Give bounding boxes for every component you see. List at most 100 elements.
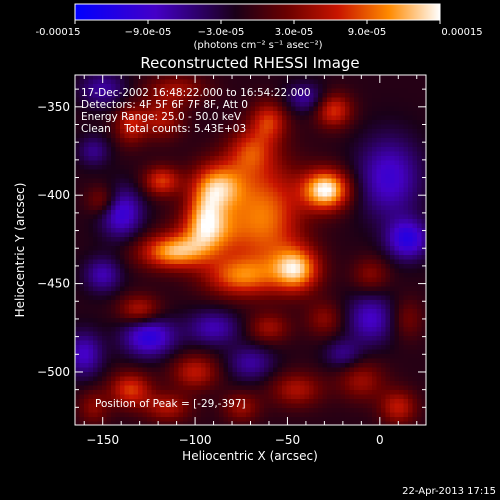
heatmap-cell — [111, 250, 116, 256]
heatmap-cell — [223, 345, 229, 350]
heatmap-cell — [421, 201, 426, 206]
heatmap-cell — [196, 214, 202, 220]
heatmap-cell — [358, 205, 364, 211]
heatmap-cell — [349, 313, 355, 319]
heatmap-cell — [156, 318, 161, 323]
heatmap-cell — [250, 192, 256, 197]
heatmap-cell — [115, 349, 121, 355]
heatmap-cell — [142, 327, 148, 332]
heatmap-cell — [313, 79, 319, 85]
heatmap-cell — [394, 345, 400, 350]
heatmap-cell — [255, 192, 260, 197]
heatmap-cell — [250, 331, 256, 337]
heatmap-cell — [138, 291, 143, 296]
heatmap-cell — [160, 304, 166, 310]
heatmap-cell — [187, 237, 193, 242]
heatmap-cell — [322, 192, 328, 197]
heatmap-cell — [147, 124, 152, 130]
heatmap-cell — [210, 228, 215, 233]
heatmap-cell — [304, 133, 310, 139]
heatmap-cell — [201, 93, 206, 98]
heatmap-cell — [205, 196, 211, 202]
heatmap-cell — [277, 201, 283, 206]
heatmap-cell — [291, 196, 296, 202]
heatmap-cell — [327, 304, 332, 310]
heatmap-cell — [178, 273, 184, 278]
heatmap-cell — [129, 273, 134, 278]
heatmap-cell — [363, 349, 368, 355]
heatmap-cell — [309, 345, 314, 350]
heatmap-cell — [277, 228, 283, 233]
heatmap-cell — [421, 340, 426, 346]
heatmap-cell — [210, 313, 215, 319]
heatmap-cell — [295, 147, 301, 152]
heatmap-cell — [291, 309, 296, 314]
heatmap-cell — [187, 318, 193, 323]
heatmap-cell — [340, 268, 346, 274]
heatmap-cell — [106, 219, 112, 224]
heatmap-cell — [255, 237, 260, 242]
heatmap-cell — [138, 93, 143, 98]
heatmap-cell — [264, 349, 269, 355]
heatmap-cell — [133, 192, 139, 197]
heatmap-cell — [192, 300, 197, 305]
heatmap-cell — [129, 147, 134, 152]
heatmap-cell — [273, 232, 278, 238]
heatmap-cell — [363, 246, 368, 251]
heatmap-cell — [237, 192, 242, 197]
heatmap-cell — [97, 187, 103, 193]
heatmap-cell — [246, 115, 251, 121]
heatmap-cell — [327, 79, 332, 85]
heatmap-cell — [196, 165, 202, 170]
heatmap-cell — [336, 282, 341, 287]
heatmap-cell — [160, 219, 166, 224]
heatmap-cell — [250, 102, 256, 107]
heatmap-cell — [228, 88, 233, 94]
heatmap-cell — [214, 232, 220, 238]
heatmap-cell — [201, 142, 206, 148]
heatmap-cell — [210, 138, 215, 143]
heatmap-cell — [196, 277, 202, 283]
heatmap-cell — [219, 187, 224, 193]
heatmap-cell — [264, 133, 269, 139]
heatmap-cell — [304, 160, 310, 166]
heatmap-cell — [417, 349, 422, 355]
heatmap-cell — [156, 183, 161, 188]
heatmap-cell — [421, 327, 426, 332]
heatmap-cell — [228, 241, 233, 247]
heatmap-cell — [196, 291, 202, 296]
heatmap-cell — [88, 120, 94, 125]
heatmap-cell — [124, 345, 130, 350]
heatmap-cell — [232, 169, 238, 175]
heatmap-cell — [169, 282, 175, 287]
heatmap-cell — [363, 219, 368, 224]
heatmap-cell — [133, 250, 139, 256]
heatmap-cell — [169, 129, 175, 134]
heatmap-cell — [223, 165, 229, 170]
heatmap-cell — [183, 102, 188, 107]
heatmap-cell — [385, 142, 391, 148]
heatmap-cell — [313, 223, 319, 229]
heatmap-cell — [237, 349, 242, 355]
heatmap-cell — [228, 322, 233, 328]
heatmap-cell — [403, 327, 409, 332]
heatmap-cell — [313, 142, 319, 148]
heatmap-cell — [421, 273, 426, 278]
heatmap-cell — [205, 232, 211, 238]
heatmap-cell — [160, 138, 166, 143]
heatmap-cell — [354, 241, 359, 247]
heatmap-cell — [268, 250, 274, 256]
heatmap-cell — [120, 264, 125, 269]
heatmap-cell — [178, 259, 184, 265]
heatmap-cell — [408, 84, 413, 89]
heatmap-cell — [295, 115, 301, 121]
heatmap-cell — [268, 358, 274, 364]
heatmap-cell — [259, 178, 265, 184]
heatmap-cell — [79, 268, 85, 274]
heatmap-cell — [264, 246, 269, 251]
heatmap-cell — [259, 169, 265, 175]
heatmap-cell — [354, 304, 359, 310]
heatmap-cell — [336, 349, 341, 355]
heatmap-cell — [336, 151, 341, 157]
heatmap-cell — [327, 97, 332, 103]
